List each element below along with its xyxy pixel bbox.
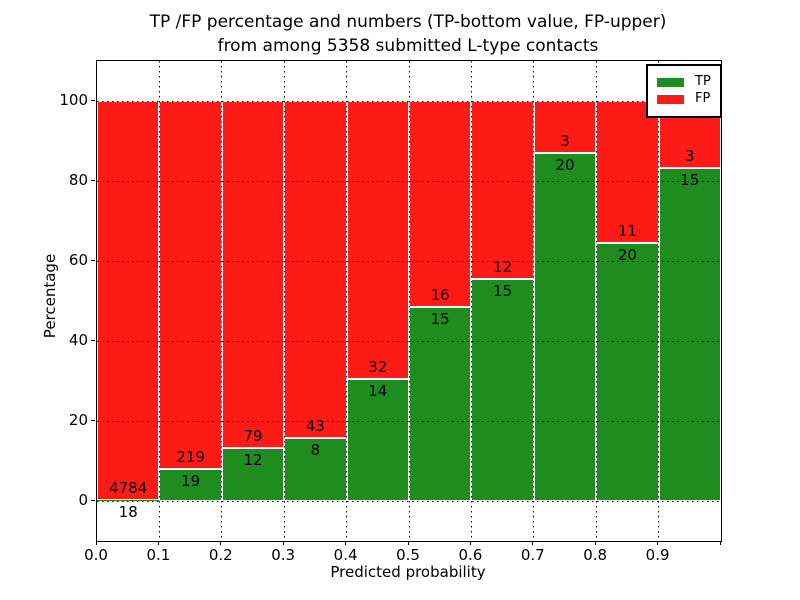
tp-count-label: 12 bbox=[243, 451, 263, 470]
fp-color-swatch bbox=[657, 94, 684, 104]
vertical-gridline bbox=[408, 61, 410, 541]
y-tick-mark bbox=[91, 499, 95, 501]
tp-bar-segment bbox=[97, 499, 160, 501]
legend-item-tp: TP bbox=[657, 75, 711, 89]
x-tick-mark bbox=[282, 541, 284, 545]
tp-count-label: 15 bbox=[430, 310, 450, 329]
vertical-gridline bbox=[470, 61, 472, 541]
x-tick-label: 0.4 bbox=[333, 546, 358, 564]
horizontal-gridline bbox=[97, 260, 721, 262]
plot-area: 4784 18 219 19 79 12 43 8 32 14 16 15 12 15 3 20 11 20 3 15 bbox=[96, 60, 722, 542]
horizontal-gridline bbox=[97, 340, 721, 342]
fp-count-label: 16 bbox=[430, 286, 450, 305]
y-tick-mark bbox=[91, 419, 95, 421]
x-tick-mark bbox=[657, 541, 659, 545]
fp-count-label: 3 bbox=[685, 146, 695, 165]
y-tick-label: 60 bbox=[68, 251, 88, 269]
x-tick-mark bbox=[157, 541, 159, 545]
x-tick-mark bbox=[95, 541, 97, 545]
legend-label-tp: TP bbox=[695, 74, 711, 89]
x-tick-label: 0.1 bbox=[146, 546, 171, 564]
y-tick-mark bbox=[91, 259, 95, 261]
tp-bar-segment bbox=[596, 242, 659, 501]
y-tick-mark bbox=[91, 99, 95, 101]
y-tick-mark bbox=[91, 339, 95, 341]
y-tick-label: 80 bbox=[68, 171, 88, 189]
tp-bar-segment bbox=[284, 438, 347, 501]
tp-bar-segment bbox=[221, 448, 285, 501]
y-tick-label: 0 bbox=[78, 491, 88, 509]
x-tick-label: 0.2 bbox=[208, 546, 233, 564]
x-tick-label: 0.0 bbox=[84, 546, 108, 564]
tp-color-swatch bbox=[657, 77, 684, 87]
x-tick-label: 0.5 bbox=[396, 546, 420, 564]
horizontal-gridline bbox=[97, 100, 721, 102]
tp-bar-segment bbox=[533, 153, 597, 501]
tp-bar-segment bbox=[471, 278, 534, 501]
fp-bar-segment bbox=[346, 101, 409, 380]
tp-bar-segment bbox=[409, 307, 472, 501]
fp-count-label: 12 bbox=[493, 257, 513, 276]
x-tick-label: 0.7 bbox=[520, 546, 545, 564]
x-tick-mark bbox=[469, 541, 471, 545]
fp-count-label: 43 bbox=[305, 417, 325, 436]
x-axis-label: Predicted probability bbox=[330, 563, 486, 581]
vertical-gridline bbox=[533, 61, 535, 541]
fp-count-label: 11 bbox=[617, 221, 637, 240]
tp-count-label: 15 bbox=[680, 170, 700, 189]
tp-count-label: 20 bbox=[617, 245, 637, 264]
fp-count-label: 4784 bbox=[109, 478, 148, 497]
chart-title-line2: from among 5358 submitted L-type contact… bbox=[217, 36, 599, 56]
tp-count-label: 8 bbox=[310, 441, 321, 460]
legend: TP FP bbox=[646, 64, 722, 118]
x-tick-mark bbox=[594, 541, 596, 545]
y-axis-label: Percentage bbox=[41, 253, 59, 339]
vertical-gridline bbox=[595, 61, 597, 541]
legend-item-fp: FP bbox=[657, 92, 711, 106]
x-tick-label: 0.8 bbox=[583, 546, 608, 564]
x-tick-mark bbox=[345, 541, 347, 545]
tp-bar-segment bbox=[658, 167, 721, 501]
horizontal-gridline bbox=[97, 500, 721, 502]
tp-bar-segment bbox=[346, 379, 409, 501]
y-tick-label: 20 bbox=[68, 411, 88, 429]
x-tick-label: 0.3 bbox=[271, 546, 296, 564]
tp-count-label: 20 bbox=[555, 156, 575, 175]
tp-count-label: 14 bbox=[368, 382, 388, 401]
horizontal-gridline bbox=[97, 180, 721, 182]
chart-title-line1: TP /FP percentage and numbers (TP-bottom… bbox=[149, 12, 667, 32]
tp-count-label: 18 bbox=[118, 502, 138, 521]
fp-bar-segment bbox=[471, 101, 534, 279]
y-tick-label: 100 bbox=[59, 91, 88, 109]
fp-bar-segment bbox=[221, 101, 285, 449]
x-tick-mark bbox=[532, 541, 534, 545]
fp-count-label: 3 bbox=[560, 132, 570, 151]
fp-bar-segment bbox=[284, 101, 347, 439]
fp-count-label: 79 bbox=[243, 427, 263, 446]
vertical-gridline bbox=[283, 61, 285, 541]
vertical-gridline bbox=[158, 61, 160, 541]
vertical-gridline bbox=[221, 61, 223, 541]
tp-bar-segment bbox=[159, 469, 222, 501]
fp-bar-segment bbox=[409, 101, 472, 308]
y-tick-mark bbox=[91, 179, 95, 181]
x-tick-label: 0.6 bbox=[458, 546, 483, 564]
x-tick-mark bbox=[220, 541, 222, 545]
x-tick-mark bbox=[407, 541, 409, 545]
x-tick-label: 0.9 bbox=[645, 546, 670, 564]
tp-count-label: 19 bbox=[181, 472, 201, 491]
y-tick-label: 40 bbox=[68, 331, 88, 349]
fp-count-label: 219 bbox=[176, 448, 205, 467]
vertical-gridline bbox=[346, 61, 348, 541]
fp-bar-segment bbox=[159, 101, 222, 470]
fp-count-label: 32 bbox=[368, 358, 388, 377]
horizontal-gridline bbox=[97, 420, 721, 422]
vertical-gridline bbox=[658, 61, 660, 541]
tp-count-label: 15 bbox=[493, 281, 513, 300]
x-tick-mark bbox=[719, 541, 721, 545]
legend-label-fp: FP bbox=[695, 91, 711, 106]
fp-bar-segment bbox=[533, 101, 597, 154]
fp-bar-segment bbox=[97, 101, 160, 500]
